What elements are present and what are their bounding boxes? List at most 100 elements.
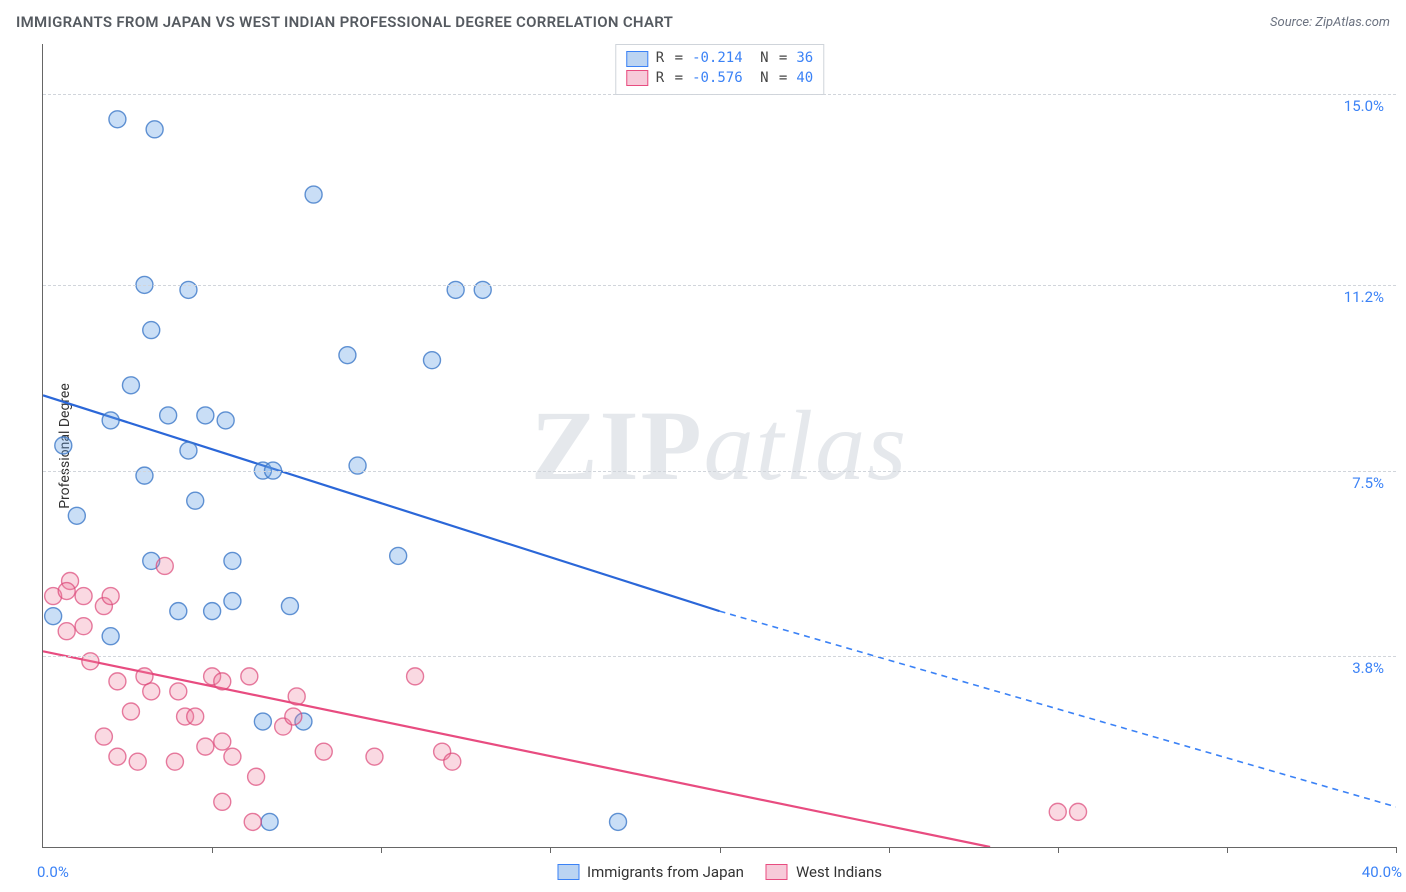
- data-point: [197, 738, 214, 755]
- data-point: [122, 703, 139, 720]
- gridline: [43, 471, 1396, 472]
- legend-n-value: 40: [796, 69, 813, 89]
- data-point: [187, 492, 204, 509]
- data-point: [244, 813, 261, 830]
- source-label: Source: ZipAtlas.com: [1270, 15, 1390, 30]
- header: IMMIGRANTS FROM JAPAN VS WEST INDIAN PRO…: [0, 0, 1406, 44]
- data-point: [160, 407, 177, 424]
- data-point: [610, 813, 627, 830]
- data-point: [285, 708, 302, 725]
- data-point: [390, 547, 407, 564]
- chart-title: IMMIGRANTS FROM JAPAN VS WEST INDIAN PRO…: [16, 13, 673, 31]
- data-point: [241, 668, 258, 685]
- data-point: [102, 628, 119, 645]
- data-point: [109, 673, 126, 690]
- x-tick: [720, 847, 721, 853]
- data-point: [170, 683, 187, 700]
- data-point: [143, 683, 160, 700]
- data-point: [214, 673, 231, 690]
- legend-item-label: West Indians: [796, 863, 882, 881]
- data-point: [129, 753, 146, 770]
- data-point: [95, 728, 112, 745]
- data-point: [444, 753, 461, 770]
- data-point: [1049, 803, 1066, 820]
- data-point: [156, 557, 173, 574]
- legend-stats-row: R = -0.576 N = 40: [626, 69, 813, 89]
- trend-line: [43, 651, 990, 847]
- data-point: [166, 753, 183, 770]
- data-point: [224, 593, 241, 610]
- data-point: [224, 748, 241, 765]
- x-axis-end-label: 40.0%: [1362, 863, 1402, 881]
- gridline: [43, 94, 1396, 95]
- data-point: [122, 377, 139, 394]
- legend-series: Immigrants from Japan West Indians: [557, 863, 882, 881]
- y-tick-label: 3.8%: [1352, 659, 1384, 677]
- data-point: [224, 552, 241, 569]
- data-point: [214, 793, 231, 810]
- data-point: [305, 186, 322, 203]
- data-point: [170, 603, 187, 620]
- data-point: [75, 588, 92, 605]
- legend-r-value: -0.214: [692, 49, 743, 69]
- legend-stats-row: R = -0.214 N = 36: [626, 49, 813, 69]
- legend-item-label: Immigrants from Japan: [587, 863, 744, 881]
- data-point: [339, 347, 356, 364]
- data-point: [75, 618, 92, 635]
- legend-swatch-pink-icon: [626, 70, 648, 86]
- data-point: [315, 743, 332, 760]
- data-point: [45, 608, 62, 625]
- x-tick: [212, 847, 213, 853]
- y-tick-label: 15.0%: [1344, 97, 1384, 115]
- plot-svg: [43, 44, 1396, 847]
- trend-line-extrapolated: [720, 611, 1397, 807]
- x-tick: [381, 847, 382, 853]
- legend-n-label: N =: [751, 49, 789, 69]
- legend-n-value: 36: [796, 49, 813, 69]
- data-point: [288, 688, 305, 705]
- x-tick: [1058, 847, 1059, 853]
- data-point: [180, 442, 197, 459]
- data-point: [1070, 803, 1087, 820]
- data-point: [187, 708, 204, 725]
- data-point: [102, 588, 119, 605]
- data-point: [58, 583, 75, 600]
- data-point: [109, 748, 126, 765]
- legend-swatch-blue-icon: [557, 864, 579, 880]
- data-point: [143, 322, 160, 339]
- gridline: [43, 656, 1396, 657]
- legend-n-label: N =: [751, 69, 789, 89]
- data-point: [281, 598, 298, 615]
- x-tick: [889, 847, 890, 853]
- gridline: [43, 285, 1396, 286]
- legend-swatch-blue-icon: [626, 51, 648, 67]
- legend-r-label: R =: [656, 49, 684, 69]
- data-point: [254, 713, 271, 730]
- x-tick: [1396, 847, 1397, 853]
- x-tick: [1227, 847, 1228, 853]
- legend-item: West Indians: [766, 863, 882, 881]
- data-point: [248, 768, 265, 785]
- data-point: [58, 623, 75, 640]
- y-tick-label: 7.5%: [1352, 474, 1384, 492]
- plot-area: ZIPatlas R = -0.214 N = 36 R = -0.576 N …: [42, 44, 1396, 848]
- trend-line: [43, 395, 720, 611]
- data-point: [214, 733, 231, 750]
- data-point: [68, 507, 85, 524]
- data-point: [109, 111, 126, 128]
- data-point: [366, 748, 383, 765]
- legend-item: Immigrants from Japan: [557, 863, 744, 881]
- x-axis-start-label: 0.0%: [37, 863, 69, 881]
- data-point: [261, 813, 278, 830]
- data-point: [217, 412, 234, 429]
- legend-r-label: R =: [656, 69, 684, 89]
- data-point: [102, 412, 119, 429]
- y-tick-label: 11.2%: [1344, 288, 1384, 306]
- data-point: [204, 603, 221, 620]
- data-point: [197, 407, 214, 424]
- data-point: [407, 668, 424, 685]
- data-point: [423, 352, 440, 369]
- legend-r-value: -0.576: [692, 69, 743, 89]
- data-point: [146, 121, 163, 138]
- x-tick: [550, 847, 551, 853]
